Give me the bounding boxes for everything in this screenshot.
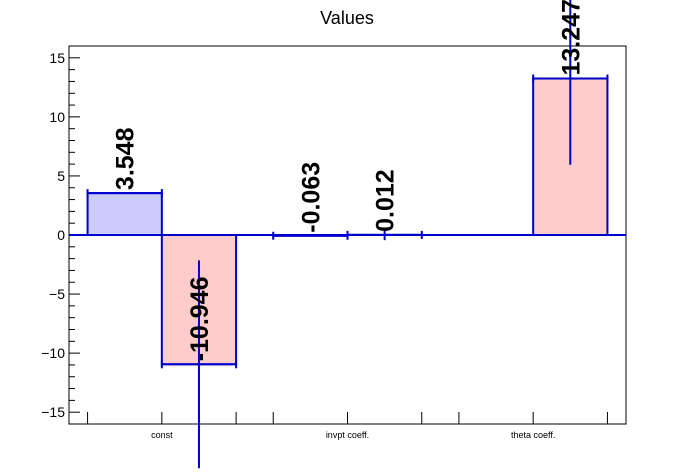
error-bars <box>86 0 609 469</box>
y-tick-label: −15 <box>41 404 65 420</box>
chart-title: Values <box>320 8 374 28</box>
y-tick-label: −10 <box>41 345 65 361</box>
y-axis: −15 −10 −5 0 5 10 15 <box>41 50 80 420</box>
bar <box>86 192 163 236</box>
x-category-label: theta coeff. <box>511 430 555 440</box>
y-tick-label: −5 <box>49 286 65 302</box>
y-tick-label: 0 <box>57 227 65 243</box>
value-label: -0.063 <box>297 162 325 233</box>
value-label: 13.247 <box>557 0 585 76</box>
x-category-label: const <box>151 430 173 440</box>
bars <box>86 77 609 366</box>
y-tick-label: 15 <box>49 50 65 66</box>
y-tick-label: 5 <box>57 168 65 184</box>
x-category-label: invpt coeff. <box>326 430 369 440</box>
y-tick-label: 10 <box>49 109 65 125</box>
value-label: 0.012 <box>372 169 400 232</box>
x-axis: const invpt coeff. theta coeff. <box>87 412 608 440</box>
value-label: -10.946 <box>186 277 214 362</box>
value-label: 3.548 <box>112 127 140 190</box>
value-labels: 3.548 -0.063 -10.946 0.012 13.247 <box>112 0 586 361</box>
